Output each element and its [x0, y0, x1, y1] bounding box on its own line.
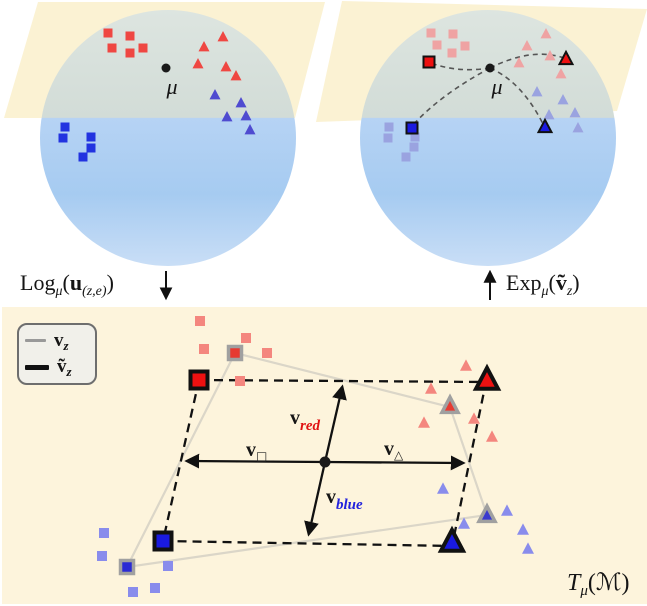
legend-label-vz: vz: [54, 329, 69, 353]
legend-box: vz ṽz: [17, 323, 97, 385]
right-bold-red-triangle: [557, 49, 575, 66]
log-paren-close: ): [106, 270, 114, 295]
log-arg-sub: (z,e): [82, 284, 107, 299]
exp-sub: μ: [541, 284, 549, 299]
legend-label-vtilde-z: ṽz: [57, 356, 72, 380]
left-red-triangles: [192, 30, 242, 81]
mu-label-left: μ: [166, 74, 178, 99]
left-blue-squares: [58, 122, 96, 162]
tangent-manifold: (ℳ): [587, 570, 630, 596]
black-line-swatch: [25, 365, 49, 370]
log-op: Log: [20, 270, 56, 295]
log-sub: μ: [55, 284, 63, 299]
right-red-triangles-faded: [513, 27, 567, 79]
log-paren-open: (: [62, 270, 70, 295]
tangent-plane-left: [4, 2, 325, 118]
legend-item-vz: vz: [25, 330, 89, 352]
tangent-T: T: [567, 570, 581, 596]
mu-dot-left: [161, 63, 171, 73]
right-bold-blue-triangle: [536, 117, 554, 134]
legend-item-vtilde-z: ṽz: [25, 356, 89, 378]
mu-label-right: μ: [491, 74, 503, 99]
geodesic-curves: [412, 53, 565, 126]
sphere-right: [360, 10, 616, 266]
right-blue-squares-faded: [383, 122, 420, 162]
tangent-sub: μ: [580, 583, 588, 599]
tangent-plane-right: [316, 1, 647, 122]
exp-paren-close: ): [572, 270, 580, 295]
right-blue-triangles-faded: [531, 85, 584, 133]
v-red-label: vred: [290, 407, 320, 434]
v-square-label: v□: [246, 439, 268, 463]
v-triangle-label: v△: [384, 438, 404, 462]
tangent-space-panel: [2, 307, 647, 604]
log-arg: u: [69, 270, 83, 295]
log-map-label: Logμ(u(z,e)): [20, 270, 114, 299]
right-bold-red-square: [422, 55, 436, 69]
left-blue-triangles: [209, 88, 256, 135]
gray-line-swatch: [25, 338, 46, 343]
tangent-space-label: Tμ(ℳ): [567, 570, 630, 599]
exp-op: Exp: [506, 270, 542, 295]
v-blue-label: vblue: [326, 486, 363, 513]
sphere-left: [40, 10, 296, 266]
exp-arg: ṽ: [555, 270, 567, 295]
mu-dot-right: [485, 63, 495, 73]
exp-paren-open: (: [548, 270, 556, 295]
exp-arg-sub: z: [566, 284, 573, 299]
exp-map-label: Expμ(ṽz): [506, 270, 580, 299]
right-bold-blue-square: [405, 121, 419, 135]
right-red-squares-faded: [426, 28, 470, 58]
left-red-squares: [103, 28, 148, 58]
